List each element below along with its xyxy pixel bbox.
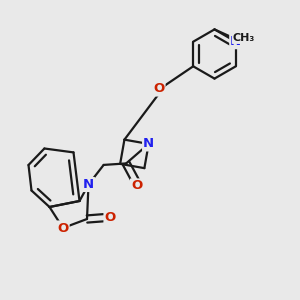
Text: O: O [153,82,164,95]
Text: CH₃: CH₃ [232,33,255,43]
Text: N: N [83,178,94,191]
Text: N: N [230,35,242,48]
Text: O: O [153,82,164,95]
Text: N: N [143,137,154,150]
Text: O: O [57,221,69,235]
Text: O: O [131,179,142,192]
Text: O: O [104,211,116,224]
